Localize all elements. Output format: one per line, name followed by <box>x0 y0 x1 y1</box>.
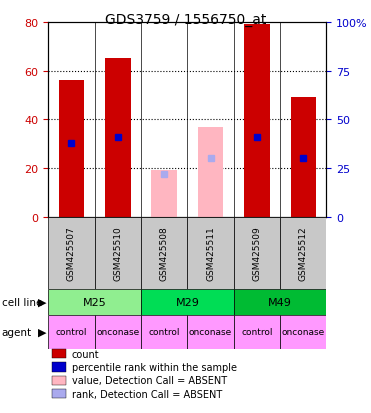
Text: GSM425512: GSM425512 <box>299 226 308 280</box>
Text: M49: M49 <box>268 297 292 307</box>
Text: count: count <box>72 349 99 359</box>
Bar <box>234 217 280 290</box>
Text: control: control <box>241 328 273 337</box>
Text: GSM425507: GSM425507 <box>67 226 76 281</box>
Bar <box>141 315 187 349</box>
Bar <box>280 315 326 349</box>
Text: M29: M29 <box>175 297 199 307</box>
Bar <box>95 217 141 290</box>
Text: GSM425509: GSM425509 <box>252 226 262 281</box>
Bar <box>187 217 234 290</box>
Text: rank, Detection Call = ABSENT: rank, Detection Call = ABSENT <box>72 389 222 399</box>
Text: control: control <box>148 328 180 337</box>
Text: GDS3759 / 1556750_at: GDS3759 / 1556750_at <box>105 13 266 27</box>
Bar <box>234 315 280 349</box>
Text: ▶: ▶ <box>38 297 46 307</box>
Text: control: control <box>56 328 87 337</box>
Text: GSM425508: GSM425508 <box>160 226 169 281</box>
Bar <box>151 171 177 217</box>
Bar <box>280 217 326 290</box>
Text: ▶: ▶ <box>38 327 46 337</box>
Text: agent: agent <box>2 327 32 337</box>
Bar <box>105 59 131 217</box>
Text: onconase: onconase <box>282 328 325 337</box>
Text: percentile rank within the sample: percentile rank within the sample <box>72 362 237 372</box>
Bar <box>141 217 187 290</box>
Bar <box>290 98 316 217</box>
Text: cell line: cell line <box>2 297 42 307</box>
Text: onconase: onconase <box>96 328 139 337</box>
Text: GSM425510: GSM425510 <box>113 226 122 281</box>
Text: GSM425511: GSM425511 <box>206 226 215 281</box>
Text: M25: M25 <box>83 297 106 307</box>
Bar <box>234 290 326 315</box>
Bar <box>59 81 84 217</box>
Bar <box>48 290 141 315</box>
Bar <box>244 25 270 217</box>
Bar <box>198 127 223 217</box>
Bar <box>48 315 95 349</box>
Bar <box>141 290 234 315</box>
Text: onconase: onconase <box>189 328 232 337</box>
Text: value, Detection Call = ABSENT: value, Detection Call = ABSENT <box>72 375 227 385</box>
Bar <box>95 315 141 349</box>
Bar <box>187 315 234 349</box>
Bar <box>48 217 95 290</box>
